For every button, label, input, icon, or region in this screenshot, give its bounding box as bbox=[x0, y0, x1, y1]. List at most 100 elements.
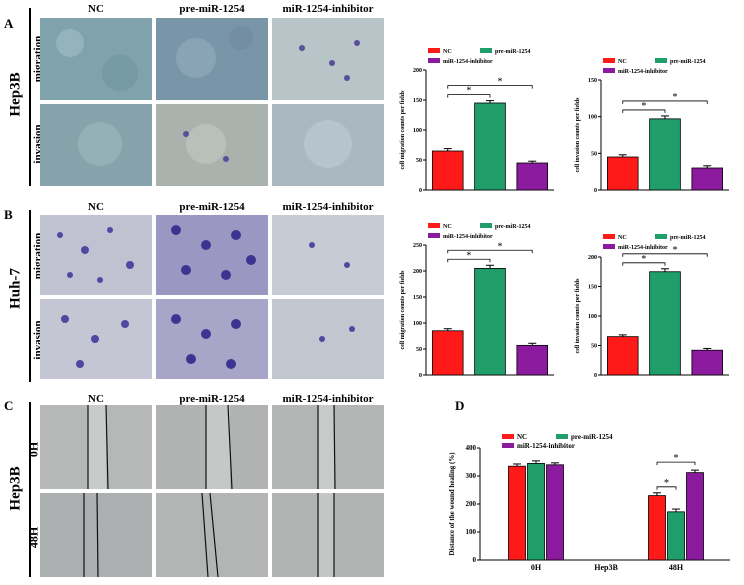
y-tick-label: 100 bbox=[588, 314, 597, 320]
micrograph-a-migration-pre bbox=[156, 18, 268, 100]
bar-nc bbox=[432, 330, 464, 376]
y-tick-label: 50 bbox=[416, 158, 422, 164]
significance-star: * bbox=[466, 250, 471, 261]
y-tick-label: 0 bbox=[419, 373, 422, 379]
micrograph-b-migration-inhibitor bbox=[272, 215, 384, 295]
bar-mir-1254-inhibitor bbox=[516, 162, 548, 191]
y-tick-label: 150 bbox=[413, 295, 422, 301]
micrograph-b-migration-nc bbox=[40, 215, 152, 295]
y-tick-label: 200 bbox=[588, 255, 597, 261]
legend-swatch bbox=[556, 434, 568, 439]
y-tick-label: 300 bbox=[466, 472, 477, 480]
significance-bracket bbox=[622, 262, 666, 266]
bar-mir-1254-inhibitor-0h bbox=[546, 464, 564, 561]
legend-label: miR-1254-inhibitor bbox=[517, 442, 575, 450]
chart-b-invasion: NC pre-miR-1254 miR-1254-inhibitor 0 50 100 15… bbox=[565, 225, 737, 380]
legend-swatch bbox=[480, 223, 492, 228]
legend-swatch bbox=[428, 233, 440, 238]
condition-label-inhibitor: miR-1254-inhibitor bbox=[282, 393, 374, 405]
micrograph-image bbox=[156, 493, 268, 577]
y-axis-label: Distance of the wound healing (%) bbox=[448, 452, 456, 556]
y-tick-label: 100 bbox=[588, 115, 597, 121]
micrograph-a-migration-nc bbox=[40, 18, 152, 100]
condition-label-pre: pre-miR-1254 bbox=[179, 3, 245, 15]
significance-star: * bbox=[641, 101, 646, 112]
condition-label-pre: pre-miR-1254 bbox=[179, 393, 245, 405]
y-tick-label: 0 bbox=[419, 188, 422, 194]
wound-image-0h-inhibitor bbox=[272, 405, 384, 489]
legend-label: miR-1254-inhibitor bbox=[618, 245, 668, 251]
y-tick-label: 0 bbox=[594, 188, 597, 194]
panel-letter-d: D bbox=[455, 398, 465, 413]
y-tick-label: 100 bbox=[413, 321, 422, 327]
condition-label-nc: NC bbox=[88, 3, 104, 15]
micrograph-image bbox=[272, 299, 384, 379]
bar-nc-0h bbox=[508, 465, 526, 561]
legend-label: miR-1254-inhibitor bbox=[443, 234, 493, 240]
cell-line-label-b: Huh-7 bbox=[7, 268, 24, 309]
significance-bracket bbox=[622, 100, 708, 104]
chart-d-wound-healing: NC pre-miR-1254 miR-1254-inhibitor 0 100 200 3… bbox=[440, 418, 740, 580]
panel-c-divider bbox=[29, 402, 31, 577]
wound-image-0h-nc bbox=[40, 405, 152, 489]
significance-bracket bbox=[622, 109, 666, 113]
panel-b-divider bbox=[29, 210, 31, 382]
micrograph-image bbox=[272, 405, 384, 489]
condition-label-pre: pre-miR-1254 bbox=[179, 201, 245, 213]
legend-label: pre-miR-1254 bbox=[670, 59, 706, 65]
legend-label: NC bbox=[443, 49, 452, 55]
panel-letter-b: B bbox=[4, 207, 13, 222]
micrograph-b-invasion-nc bbox=[40, 299, 152, 379]
legend-label: miR-1254-inhibitor bbox=[443, 59, 493, 65]
micrograph-a-invasion-inhibitor bbox=[272, 104, 384, 186]
legend-swatch bbox=[655, 58, 667, 63]
legend-swatch bbox=[603, 234, 615, 239]
y-axis-label: cell invasion counts per fields bbox=[575, 278, 581, 354]
bar-nc bbox=[432, 150, 464, 191]
bar-pre-mir-1254 bbox=[649, 118, 681, 191]
micrograph-image bbox=[40, 493, 152, 577]
legend-swatch bbox=[428, 58, 440, 63]
wound-image-48h-inhibitor bbox=[272, 493, 384, 577]
legend-swatch bbox=[480, 48, 492, 53]
condition-label-inhibitor: miR-1254-inhibitor bbox=[282, 3, 374, 15]
panel-letter-a: A bbox=[4, 16, 14, 31]
micrograph-a-invasion-nc bbox=[40, 104, 152, 186]
legend-swatch bbox=[428, 223, 440, 228]
bar-pre-mir-1254-48h bbox=[667, 511, 685, 561]
significance-star: * bbox=[466, 86, 471, 97]
micrograph-image bbox=[40, 299, 152, 379]
legend-label: pre-miR-1254 bbox=[670, 235, 706, 241]
significance-bracket bbox=[447, 85, 533, 89]
significance-star: * bbox=[641, 254, 646, 265]
bar-pre-mir-1254-0h bbox=[527, 463, 545, 561]
x-tick-label: 48H bbox=[669, 563, 684, 572]
bar-mir-1254-inhibitor bbox=[691, 167, 723, 191]
legend-swatch bbox=[603, 244, 615, 249]
legend-swatch bbox=[428, 48, 440, 53]
micrograph-image bbox=[272, 215, 384, 295]
legend-swatch bbox=[603, 58, 615, 63]
y-tick-label: 50 bbox=[591, 151, 597, 157]
micrograph-image bbox=[40, 104, 152, 186]
panel-a-divider bbox=[29, 8, 31, 186]
significance-star: * bbox=[498, 77, 503, 88]
y-axis-label: cell migration counts per fields bbox=[400, 270, 406, 350]
y-tick-label: 0 bbox=[594, 373, 597, 379]
bar-mir-1254-inhibitor bbox=[516, 344, 548, 376]
significance-star: * bbox=[673, 92, 678, 103]
y-tick-label: 50 bbox=[416, 347, 422, 353]
wound-image-48h-pre bbox=[156, 493, 268, 577]
condition-label-nc: NC bbox=[88, 201, 104, 213]
bar-pre-mir-1254 bbox=[474, 268, 506, 376]
micrograph-image bbox=[40, 215, 152, 295]
legend-label: pre-miR-1254 bbox=[495, 224, 531, 230]
legend-label: NC bbox=[517, 433, 527, 441]
condition-label-inhibitor: miR-1254-inhibitor bbox=[282, 201, 374, 213]
legend-label: NC bbox=[443, 224, 452, 230]
chart-a-migration: NC pre-miR-1254 miR-1254-inhibitor 0 50 100 15… bbox=[390, 45, 562, 195]
micrograph-image bbox=[156, 215, 268, 295]
significance-star: * bbox=[674, 453, 679, 464]
